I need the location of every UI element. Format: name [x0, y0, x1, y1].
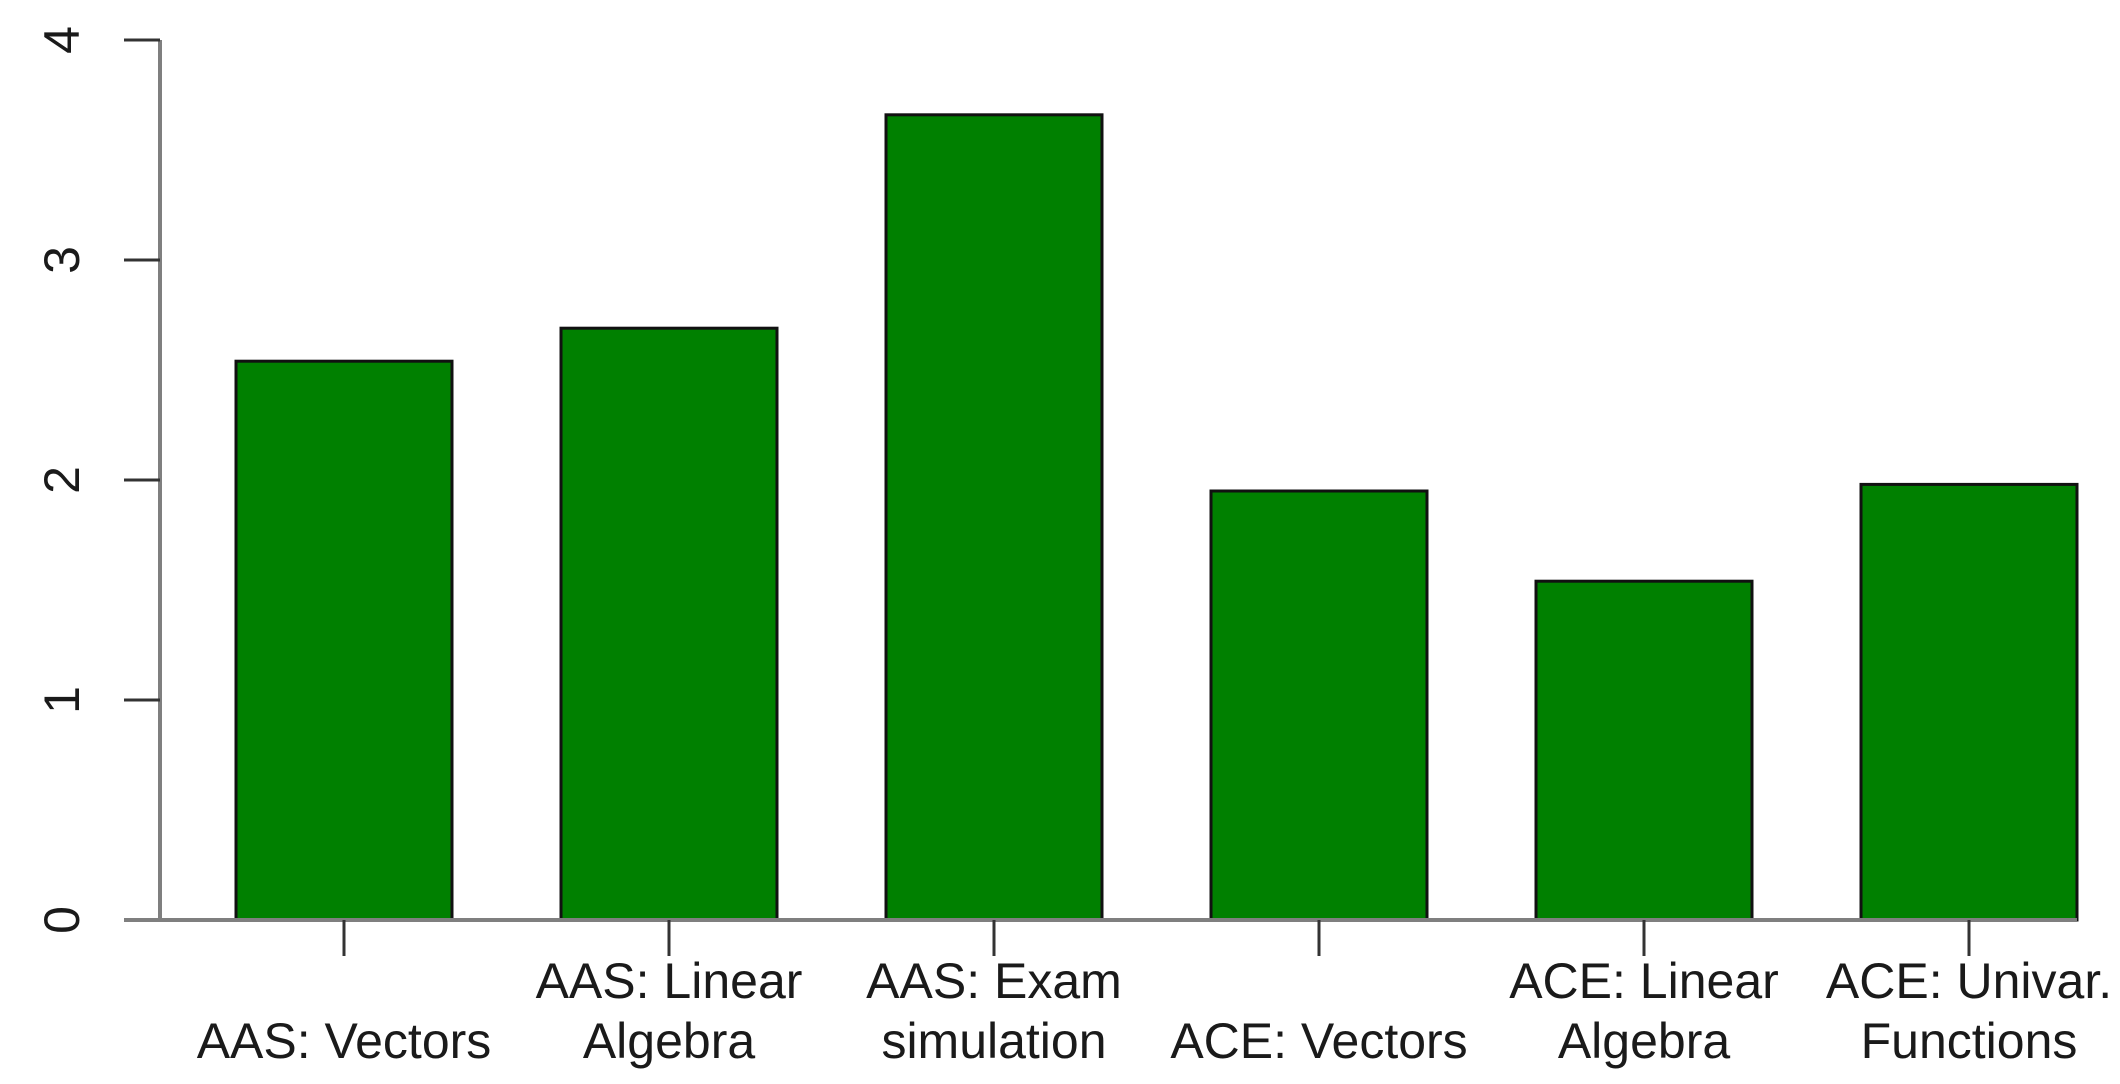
y-tick-label: 4	[34, 26, 90, 54]
x-tick-label: AAS: Vectors	[197, 1013, 492, 1069]
x-tick-label: simulation	[881, 1013, 1106, 1069]
bar	[559, 326, 779, 922]
x-tick-label: Algebra	[583, 1013, 756, 1069]
bars	[234, 113, 2079, 922]
y-tick-label: 2	[34, 466, 90, 494]
x-tick-label: AAS: Linear	[536, 953, 803, 1009]
bar	[1534, 579, 1754, 922]
x-tick-label: Functions	[1861, 1013, 2078, 1069]
x-tick-label: AAS: Exam	[866, 953, 1122, 1009]
bar	[1859, 482, 2079, 922]
y-tick-label: 0	[34, 906, 90, 934]
x-tick-label: ACE: Vectors	[1170, 1013, 1467, 1069]
bar	[884, 113, 1104, 922]
x-tick-label: Algebra	[1558, 1013, 1731, 1069]
x-tick-label: ACE: Linear	[1509, 953, 1779, 1009]
x-tick-label: ACE: Univar.	[1826, 953, 2112, 1009]
y-axis: 0 1 2 3 4	[34, 26, 162, 934]
bar	[234, 359, 454, 922]
y-tick-label: 1	[34, 686, 90, 714]
bar	[1209, 489, 1429, 922]
y-tick-label: 3	[34, 246, 90, 274]
